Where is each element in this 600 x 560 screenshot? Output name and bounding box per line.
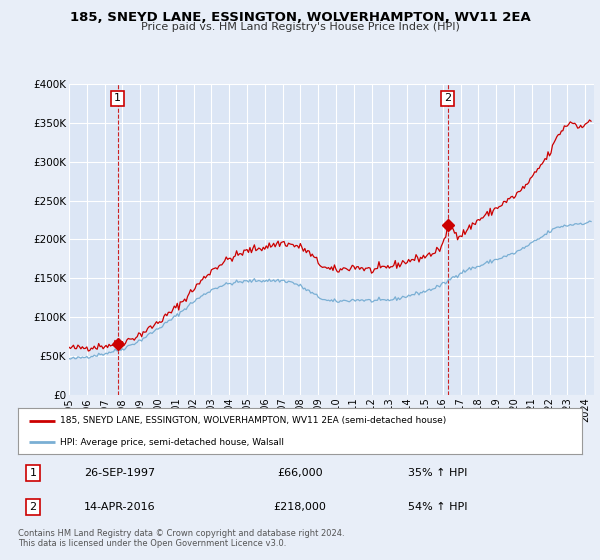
- Text: 185, SNEYD LANE, ESSINGTON, WOLVERHAMPTON, WV11 2EA: 185, SNEYD LANE, ESSINGTON, WOLVERHAMPTO…: [70, 11, 530, 24]
- Text: 185, SNEYD LANE, ESSINGTON, WOLVERHAMPTON, WV11 2EA (semi-detached house): 185, SNEYD LANE, ESSINGTON, WOLVERHAMPTO…: [60, 416, 446, 425]
- Text: This data is licensed under the Open Government Licence v3.0.: This data is licensed under the Open Gov…: [18, 539, 286, 548]
- Text: 1: 1: [29, 468, 37, 478]
- Text: 1: 1: [114, 94, 121, 104]
- Text: Contains HM Land Registry data © Crown copyright and database right 2024.: Contains HM Land Registry data © Crown c…: [18, 529, 344, 538]
- Text: 26-SEP-1997: 26-SEP-1997: [85, 468, 155, 478]
- Text: 54% ↑ HPI: 54% ↑ HPI: [408, 502, 468, 512]
- Text: 35% ↑ HPI: 35% ↑ HPI: [409, 468, 467, 478]
- Text: HPI: Average price, semi-detached house, Walsall: HPI: Average price, semi-detached house,…: [60, 437, 284, 447]
- Text: £218,000: £218,000: [274, 502, 326, 512]
- Text: 2: 2: [29, 502, 37, 512]
- Text: 14-APR-2016: 14-APR-2016: [84, 502, 156, 512]
- Text: £66,000: £66,000: [277, 468, 323, 478]
- Text: Price paid vs. HM Land Registry's House Price Index (HPI): Price paid vs. HM Land Registry's House …: [140, 22, 460, 32]
- Text: 2: 2: [444, 94, 451, 104]
